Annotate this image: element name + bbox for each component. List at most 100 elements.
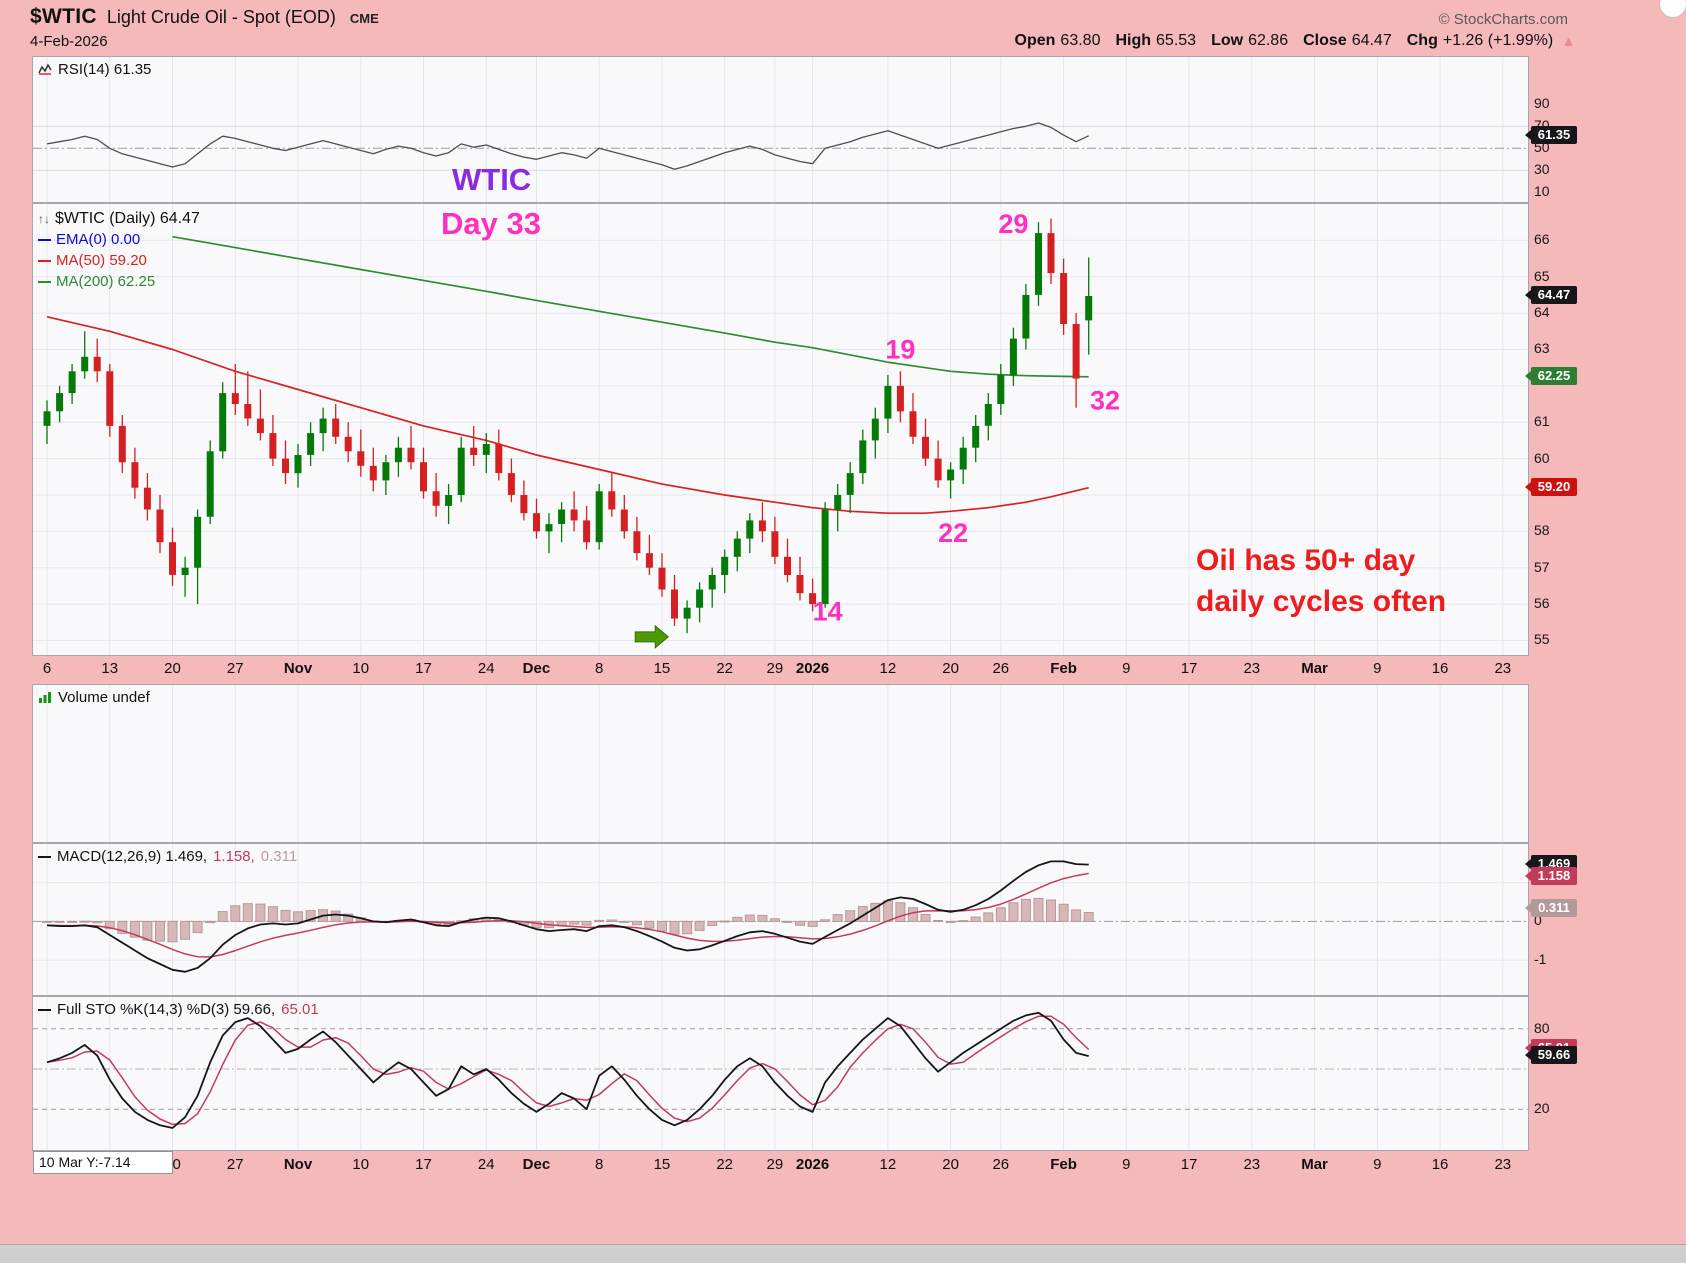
chart-date: 4-Feb-2026	[30, 33, 108, 50]
stochastics-plot[interactable]	[33, 997, 1528, 1150]
macd-signal-value: 1.158,	[213, 848, 255, 865]
date-tick-label: 24	[477, 1156, 495, 1173]
copyright-label: © StockCharts.com	[1438, 11, 1568, 28]
rsi-legend-label: RSI(14) 61.35	[58, 61, 152, 78]
axis-label: -1	[1534, 951, 1547, 968]
svg-text:29: 29	[998, 209, 1028, 239]
ma200-legend-item: MA(200) 62.25	[38, 271, 200, 292]
date-tick-label: Mar	[1301, 1156, 1328, 1173]
date-tick-label: 15	[653, 1156, 671, 1173]
symbol: $WTIC	[30, 5, 97, 28]
price-plot[interactable]: 14 22 19 29 32	[33, 204, 1528, 655]
date-tick-label: Feb	[1050, 660, 1077, 677]
low-quote: Low 62.86	[1211, 32, 1289, 49]
date-tick-label: 9	[1373, 1156, 1382, 1173]
axis-label: 58	[1534, 522, 1550, 539]
price-tag: 61.35	[1525, 125, 1577, 144]
ma50-legend-item: MA(50) 59.20	[38, 250, 200, 271]
date-tick-label: Dec	[522, 660, 551, 677]
axis-label: 65	[1534, 267, 1550, 284]
volume-bars-icon	[39, 692, 51, 703]
axis-label: 80	[1534, 1019, 1550, 1036]
date-tick-label: 27	[226, 660, 244, 677]
stochastics-panel: Full STO %K(14,3) %D(3) 59.66, 65.01	[32, 996, 1529, 1151]
date-tick-label: 2026	[795, 1156, 830, 1173]
price-tag: 62.25	[1525, 366, 1577, 385]
window-corner-icon	[1659, 0, 1686, 18]
macd-panel: MACD(12,26,9) 1.469, 1.158, 0.311	[32, 843, 1529, 996]
date-tick-label: 29	[766, 660, 784, 677]
axis-label: 20	[1534, 1100, 1550, 1117]
macd-hist-value: 0.311	[260, 848, 298, 865]
crosshair-readout: 10 Mar Y:-7.14	[33, 1151, 173, 1174]
date-tick-label: Dec	[522, 1156, 551, 1173]
cycle-low-arrow-icon	[634, 624, 669, 649]
date-tick-label: Nov	[283, 660, 313, 677]
svg-text:22: 22	[938, 518, 968, 548]
axis-label: 0	[1534, 912, 1542, 929]
high-quote: High 65.53	[1115, 32, 1197, 49]
axis-label: 55	[1534, 631, 1550, 648]
rsi-plot[interactable]	[33, 57, 1528, 202]
date-tick-label: 8	[595, 1156, 604, 1173]
annotation-wtic: WTIC	[452, 162, 532, 197]
axis-label: 60	[1534, 449, 1550, 466]
rsi-legend: RSI(14) 61.35	[38, 61, 151, 78]
chart-title: Light Crude Oil - Spot (EOD)	[106, 7, 336, 27]
date-tick-label: 17	[1180, 660, 1198, 677]
date-tick-label: 24	[477, 660, 495, 677]
axis-label: 90	[1534, 95, 1550, 112]
price-tag: 1.469	[1525, 854, 1577, 873]
date-tick-label: 22	[716, 1156, 734, 1173]
date-tick-label: 12	[879, 660, 897, 677]
annotation-day-count: Day 33	[441, 206, 541, 241]
date-tick-label: 23	[1243, 660, 1261, 677]
axis-label: 56	[1534, 595, 1550, 612]
annotation-cycle-note: Oil has 50+ day daily cycles often	[1196, 541, 1446, 622]
ema-line-swatch	[38, 238, 51, 241]
ema-legend-label: EMA(0) 0.00	[56, 231, 141, 248]
change-up-arrow-icon: ▲	[1561, 32, 1576, 50]
axis-label: 66	[1534, 231, 1550, 248]
date-tick-label: Feb	[1050, 1156, 1077, 1173]
sto-legend: Full STO %K(14,3) %D(3) 59.66, 65.01	[38, 1001, 319, 1018]
chart-header: $WTIC Light Crude Oil - Spot (EOD) CME	[30, 5, 379, 29]
ma200-line-swatch	[38, 280, 51, 283]
date-tick-label: 2026	[795, 660, 830, 677]
volume-panel: Volume undef	[32, 684, 1529, 843]
date-tick-label: 13	[101, 660, 119, 677]
date-tick-label: 20	[942, 660, 959, 677]
date-tick-label: 27	[226, 1156, 244, 1173]
date-tick-label: 9	[1373, 660, 1382, 677]
date-tick-label: Nov	[283, 1156, 313, 1173]
date-tick-label: 16	[1431, 1156, 1449, 1173]
axis-label: 57	[1534, 558, 1550, 575]
date-tick-label: 22	[716, 660, 734, 677]
axis-label: 70	[1534, 117, 1550, 134]
price-legend: ↑↓ $WTIC (Daily) 64.47 EMA(0) 0.00 MA(50…	[38, 208, 200, 292]
date-axis-bottom: 2027Nov101724Dec81522292026122026Feb9172…	[0, 1156, 1686, 1180]
axis-label: 30	[1534, 161, 1550, 178]
date-tick-label: 23	[1494, 660, 1512, 677]
macd-line-swatch	[38, 855, 51, 858]
price-tag: 0.311	[1525, 899, 1577, 918]
price-tag: 59.20	[1525, 477, 1577, 496]
ma200-legend-label: MA(200) 62.25	[56, 273, 156, 290]
rsi-panel: RSI(14) 61.35	[32, 56, 1529, 203]
date-tick-label: 29	[766, 1156, 784, 1173]
date-axis-top: 6 13 20 27 Nov 10 17 24 Dec 8 15 22 29 2026 12 20 26 Feb 9…	[0, 660, 1686, 684]
annotation-cycle-note-line2: daily cycles often	[1196, 584, 1447, 618]
change-quote: Chg +1.26 (+1.99%)	[1406, 32, 1554, 49]
axis-label: 50	[1534, 139, 1550, 156]
date-tick-label: 20	[164, 660, 181, 677]
horizontal-scrollbar[interactable]	[0, 1244, 1686, 1263]
axis-label: 61	[1534, 413, 1550, 430]
date-tick-label: 26	[992, 660, 1010, 677]
macd-plot[interactable]	[33, 844, 1528, 995]
volume-plot[interactable]	[33, 685, 1528, 842]
date-tick-label: 9	[1122, 660, 1131, 677]
volume-legend-label: Volume undef	[58, 689, 150, 706]
date-tick-label: 17	[415, 1156, 432, 1173]
date-tick-label: 17	[415, 660, 432, 677]
sto-line-swatch	[38, 1008, 51, 1011]
